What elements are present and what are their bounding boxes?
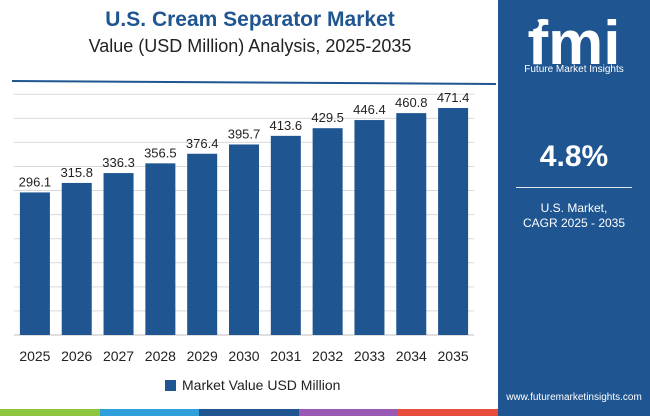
bottom-bar-segment-purple bbox=[298, 409, 399, 416]
fmi-logo: fmi bbox=[528, 10, 621, 72]
cagr-label-line1: U.S. Market, bbox=[540, 201, 608, 215]
legend-swatch bbox=[165, 379, 176, 391]
side-divider bbox=[516, 187, 632, 188]
bottom-bar-segment-light-blue bbox=[99, 409, 200, 416]
chart-legend: Market Value USD Million bbox=[165, 377, 340, 393]
bottom-bar-segment-green bbox=[0, 409, 100, 416]
bar bbox=[396, 113, 427, 335]
data-label: 296.1 bbox=[19, 174, 52, 189]
x-tick-label: 2034 bbox=[396, 348, 427, 364]
chart-subtitle: Value (USD Million) Analysis, 2025-2035 bbox=[88, 36, 412, 56]
bottom-bar-segment-red bbox=[398, 409, 498, 416]
x-tick-label: 2032 bbox=[312, 348, 343, 364]
data-label: 471.4 bbox=[437, 90, 470, 105]
bar bbox=[354, 120, 385, 335]
x-tick-label: 2030 bbox=[228, 348, 259, 364]
side-panel: fmi Future Market Insights 4.8% U.S. Mar… bbox=[498, 0, 650, 416]
bottom-color-bar bbox=[0, 409, 498, 416]
data-label: 315.8 bbox=[60, 165, 93, 180]
data-label: 460.8 bbox=[395, 95, 428, 110]
data-label: 356.5 bbox=[144, 145, 177, 160]
data-label: 429.5 bbox=[311, 110, 344, 125]
bar bbox=[61, 182, 92, 335]
bottom-bar-segment-blue bbox=[199, 409, 299, 416]
bar bbox=[270, 135, 301, 335]
website-link[interactable]: www.futuremarketinsights.com bbox=[506, 392, 642, 403]
data-label: 413.6 bbox=[270, 118, 303, 133]
x-tick-label: 2029 bbox=[187, 348, 218, 364]
data-label: 336.3 bbox=[102, 155, 135, 170]
bar bbox=[312, 128, 343, 335]
data-label: 376.4 bbox=[186, 136, 219, 151]
chart-title: U.S. Cream Separator Market bbox=[105, 8, 395, 31]
x-tick-label: 2026 bbox=[61, 348, 92, 364]
cagr-label-line2: CAGR 2025 - 2035 bbox=[522, 216, 626, 230]
logo-letters: fmi bbox=[528, 10, 621, 72]
data-label: 395.7 bbox=[228, 126, 261, 141]
bar bbox=[438, 108, 469, 335]
x-tick-label: 2033 bbox=[354, 348, 385, 364]
bar bbox=[103, 173, 134, 335]
legend-label: Market Value USD Million bbox=[182, 377, 341, 393]
x-tick-label: 2025 bbox=[19, 348, 50, 364]
bar bbox=[145, 163, 176, 335]
x-tick-label: 2031 bbox=[270, 348, 301, 364]
x-tick-label: 2035 bbox=[438, 348, 469, 364]
cagr-value: 4.8% bbox=[539, 140, 609, 173]
bar-chart: 296.1 2025 315.8 2026 336.3 2027 356.5 2028 376.… bbox=[14, 90, 474, 364]
logo-subtitle: Future Market Insights bbox=[524, 64, 624, 75]
bar bbox=[187, 153, 218, 335]
bar bbox=[19, 192, 50, 335]
bar bbox=[229, 144, 259, 335]
x-tick-label: 2027 bbox=[103, 348, 134, 364]
data-label: 446.4 bbox=[353, 102, 386, 117]
x-tick-label: 2028 bbox=[145, 348, 176, 364]
